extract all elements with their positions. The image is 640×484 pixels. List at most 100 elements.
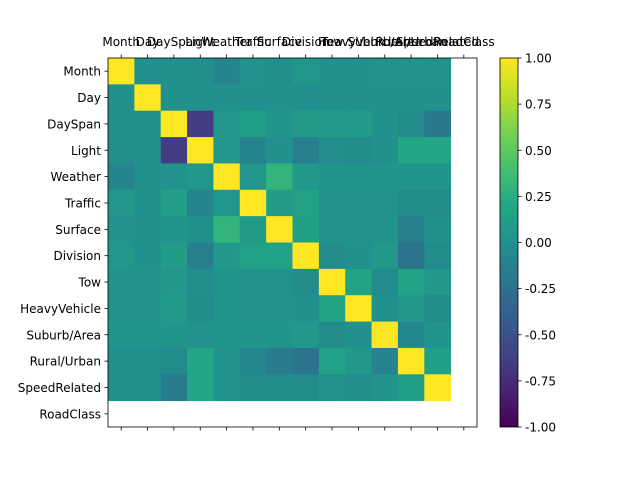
heatmap-cell — [108, 216, 135, 243]
heatmap-cell — [160, 268, 188, 296]
heatmap-cell — [213, 163, 241, 191]
heatmap-cell — [345, 347, 372, 375]
colorbar-tick-label: -0.50 — [525, 328, 556, 342]
y-tick-label: Weather — [50, 170, 101, 184]
heatmap-cell — [239, 295, 267, 322]
x-tick-label: Suburb/Area — [347, 35, 422, 49]
heatmap-cell — [239, 137, 267, 164]
heatmap-cell — [160, 242, 188, 270]
x-tick-label: Weather — [201, 35, 252, 49]
heatmap-cell — [424, 268, 452, 296]
y-tick-labels: Month Day DaySpan Light Weather Traffic Surfac… — [18, 65, 101, 422]
x-tick-label: HeavyVehicle — [318, 35, 399, 49]
heatmap-cell — [239, 347, 267, 375]
heatmap-cell — [266, 268, 293, 296]
colorbar-ticks: -1.00 -0.75 -0.50 -0.25 0.00 0.25 0.50 0.75 1.00 — [518, 52, 556, 435]
heatmap-cell — [292, 84, 320, 112]
heatmap-cell — [239, 110, 267, 138]
heatmap-cell — [187, 110, 214, 138]
heatmap-cell — [397, 374, 425, 402]
heatmap-cell — [108, 189, 135, 217]
heatmap-cell — [424, 110, 452, 138]
y-tick-label: Traffic — [64, 196, 101, 210]
heatmap-cell — [292, 163, 320, 191]
heatmap-cell — [108, 321, 135, 349]
heatmap-cell — [187, 163, 214, 191]
heatmap-cell — [292, 321, 320, 349]
heatmap-cell — [318, 163, 346, 191]
colorbar-tick-label: 1.00 — [525, 52, 552, 66]
heatmap-cell — [266, 347, 293, 375]
x-tick-label: Light — [185, 35, 215, 49]
heatmap-cell — [345, 58, 372, 85]
heatmap-cell — [318, 110, 346, 138]
heatmap-cell — [266, 216, 293, 243]
x-tick-label: Day — [136, 35, 160, 49]
heatmap-cell — [397, 84, 425, 112]
heatmap-cell — [318, 321, 346, 349]
heatmap-cell — [160, 321, 188, 349]
heatmap-cells — [108, 58, 452, 402]
heatmap-cell — [397, 295, 425, 322]
heatmap-cell — [187, 216, 214, 243]
heatmap-cell — [108, 84, 135, 112]
heatmap-cell — [345, 189, 372, 217]
x-tick-label: Month — [102, 35, 140, 49]
heatmap-cell — [134, 163, 162, 191]
y-tick-label: Rural/Urban — [30, 355, 101, 369]
heatmap-cell — [108, 295, 135, 322]
heatmap-cell — [108, 268, 135, 296]
heatmap-cell — [213, 84, 241, 112]
heatmap-cell — [424, 374, 452, 402]
heatmap-cell — [318, 84, 346, 112]
colorbar-tick-label: -0.25 — [525, 282, 556, 296]
heatmap-cell — [371, 295, 399, 322]
heatmap-cell — [397, 137, 425, 164]
y-tick-label: Surface — [55, 223, 101, 237]
heatmap-cell — [318, 242, 346, 270]
x-tick-label: Surface — [256, 35, 302, 49]
heatmap-cell — [160, 295, 188, 322]
heatmap-cell — [266, 321, 293, 349]
heatmap-cell — [187, 268, 214, 296]
x-tick-labels: MonthDayDaySpanLightWeatherTrafficSurfac… — [102, 35, 494, 49]
heatmap-cell — [134, 268, 162, 296]
heatmap-cell — [187, 295, 214, 322]
axis-ticks — [104, 54, 465, 431]
heatmap-cell — [108, 58, 135, 85]
heatmap-cell — [345, 110, 372, 138]
heatmap-cell — [239, 242, 267, 270]
y-tick-label: Light — [71, 144, 101, 158]
y-tick-label: Suburb/Area — [26, 328, 101, 342]
heatmap-cell — [134, 84, 162, 112]
heatmap-cell — [292, 216, 320, 243]
heatmap-cell — [187, 347, 214, 375]
colorbar — [500, 58, 518, 427]
heatmap-cell — [134, 321, 162, 349]
y-tick-label: RoadClass — [39, 407, 101, 421]
heatmap-cell — [213, 58, 241, 85]
heatmap-cell — [187, 189, 214, 217]
heatmap-cell — [134, 137, 162, 164]
heatmap-cell — [397, 242, 425, 270]
heatmap-cell — [345, 321, 372, 349]
heatmap-cell — [213, 110, 241, 138]
heatmap-cell — [371, 189, 399, 217]
y-tick-label: Day — [77, 91, 101, 105]
heatmap-cell — [397, 268, 425, 296]
heatmap-cell — [292, 189, 320, 217]
heatmap-cell — [318, 374, 346, 402]
heatmap-cell — [345, 242, 372, 270]
heatmap-cell — [397, 58, 425, 85]
heatmap-cell — [134, 110, 162, 138]
plot-frame — [107, 57, 478, 428]
y-tick-label: Division — [53, 249, 101, 263]
heatmap-cell — [266, 58, 293, 85]
x-tick-label: Tow — [320, 35, 344, 49]
heatmap-cell — [424, 137, 452, 164]
x-tick-label: Rural/Urban — [375, 35, 446, 49]
heatmap-cell — [266, 84, 293, 112]
heatmap-cell — [160, 58, 188, 85]
